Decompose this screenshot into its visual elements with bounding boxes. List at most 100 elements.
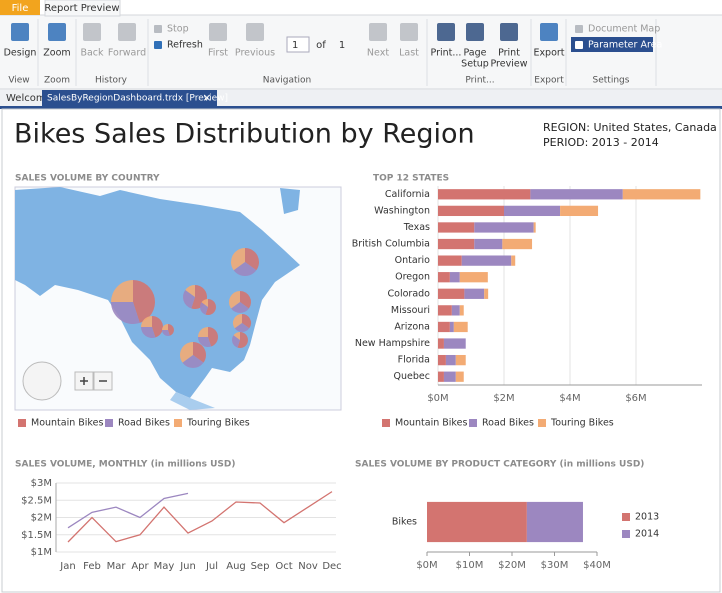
button-label[interactable]: Preview	[491, 59, 528, 70]
x-tick-label: Feb	[83, 561, 101, 572]
map-bubble	[232, 335, 240, 348]
x-tick-label: Jan	[59, 561, 75, 572]
map-pan-control[interactable]	[22, 361, 62, 401]
y-tick-label: British Columbia	[352, 239, 430, 250]
section-title: SALES VOLUME BY PRODUCT CATEGORY (in mil…	[355, 460, 644, 470]
group-label: History	[95, 76, 128, 86]
map-bubble	[233, 314, 242, 329]
bar-segment	[622, 189, 701, 200]
bar-segment	[438, 205, 504, 217]
map-land	[15, 187, 300, 398]
button-icon	[437, 23, 455, 41]
button-label[interactable]: Export	[533, 48, 564, 59]
button-label[interactable]: Print	[498, 48, 520, 59]
bar-segment	[438, 238, 475, 250]
map-bubble	[111, 280, 133, 302]
map-bubble	[199, 302, 208, 315]
button-icon	[575, 25, 583, 33]
button-label[interactable]: Parameter Area	[588, 40, 662, 51]
button-label[interactable]: Last	[399, 48, 419, 59]
bar-segment	[445, 354, 456, 366]
y-tick-label: $1M	[31, 547, 52, 558]
bar-segment	[438, 338, 444, 349]
bar-segment	[438, 354, 446, 366]
bar-segment	[438, 288, 465, 299]
bar-segment	[438, 272, 450, 283]
close-icon[interactable]: ×	[202, 91, 211, 104]
button-label[interactable]: Setup	[461, 59, 489, 70]
legend-swatch	[538, 419, 546, 427]
x-tick-label: $30M	[541, 560, 569, 571]
bar-segment	[443, 338, 466, 349]
map-bubble	[233, 332, 240, 340]
button-label[interactable]: Back	[80, 48, 104, 59]
x-tick-label: Apr	[131, 561, 149, 572]
section-title: TOP 12 STATES	[373, 174, 449, 184]
doc-tab[interactable]: Welcome	[6, 93, 52, 104]
x-tick-label: Mar	[107, 561, 127, 572]
map-zoom-icons	[80, 377, 107, 385]
legend-label: 2014	[635, 529, 659, 540]
bar-segment	[484, 288, 489, 299]
y-tick-label: Texas	[403, 222, 430, 233]
button-label[interactable]: Previous	[235, 48, 275, 59]
x-tick-label: $0M	[427, 393, 448, 404]
x-tick-label: Aug	[226, 561, 246, 572]
map-bubble	[141, 316, 152, 327]
legend-label: 2013	[635, 512, 659, 523]
report-preview-tab[interactable]	[44, 0, 121, 17]
bar-segment	[438, 189, 531, 200]
x-tick-label: May	[154, 561, 175, 572]
report-period: PERIOD: 2013 - 2014	[543, 136, 659, 149]
button-label[interactable]: First	[208, 48, 228, 59]
group-label: Export	[534, 76, 564, 86]
bar-segment	[455, 371, 464, 382]
map-bubble	[237, 332, 248, 348]
page-input[interactable]	[286, 36, 310, 53]
file-tab[interactable]	[0, 0, 40, 15]
legend-label: Touring Bikes	[186, 418, 250, 429]
section-title: SALES VOLUME, MONTHLY (in millions USD)	[15, 460, 236, 470]
x-tick-label: Jul	[205, 561, 218, 572]
button-icon	[540, 23, 558, 41]
bar-segment	[453, 321, 468, 333]
x-tick-label: Dec	[322, 561, 341, 572]
bar-segment	[427, 501, 527, 543]
y-tick-label: $2M	[31, 513, 52, 524]
button-label[interactable]: Design	[4, 48, 37, 59]
map-bubble	[193, 342, 207, 363]
y-tick-label: Arizona	[394, 321, 430, 332]
button-label[interactable]: Page	[464, 48, 487, 59]
button-label[interactable]: Refresh	[167, 40, 203, 51]
bar-segment	[533, 222, 536, 233]
map-bubble	[162, 330, 170, 336]
x-tick-label: $0M	[416, 560, 437, 571]
x-tick-label: Nov	[298, 561, 318, 572]
bar-segment	[461, 255, 512, 266]
map-bubble	[179, 342, 193, 363]
legend-swatch	[382, 419, 390, 427]
button-icon	[154, 25, 162, 33]
button-icon	[246, 23, 264, 41]
button-label[interactable]: Next	[367, 48, 389, 59]
button-label[interactable]: Document Map	[588, 24, 660, 35]
map-bubble	[168, 324, 175, 336]
x-tick-label: Sep	[251, 561, 270, 572]
y-tick-label: $2.5M	[21, 495, 52, 506]
map-bubble	[162, 324, 168, 330]
map-bubble	[182, 289, 195, 309]
x-tick-label: $2M	[493, 393, 514, 404]
bar-segment	[459, 305, 464, 316]
doc-tab-active[interactable]	[42, 90, 217, 106]
x-tick-label: $4M	[559, 393, 580, 404]
bar-segment	[449, 321, 454, 333]
button-label[interactable]: Print...	[431, 48, 462, 59]
button-icon	[500, 23, 518, 41]
doc-tab[interactable]: SalesByRegionDashboard.trdx [Preview]	[47, 94, 228, 104]
legend-label: Mountain Bikes	[31, 418, 103, 429]
button-label[interactable]: Forward	[108, 48, 146, 59]
map-bubble	[198, 337, 212, 347]
bar-segment	[438, 321, 450, 333]
button-label[interactable]: Stop	[167, 24, 189, 35]
button-label[interactable]: Zoom	[43, 48, 70, 59]
